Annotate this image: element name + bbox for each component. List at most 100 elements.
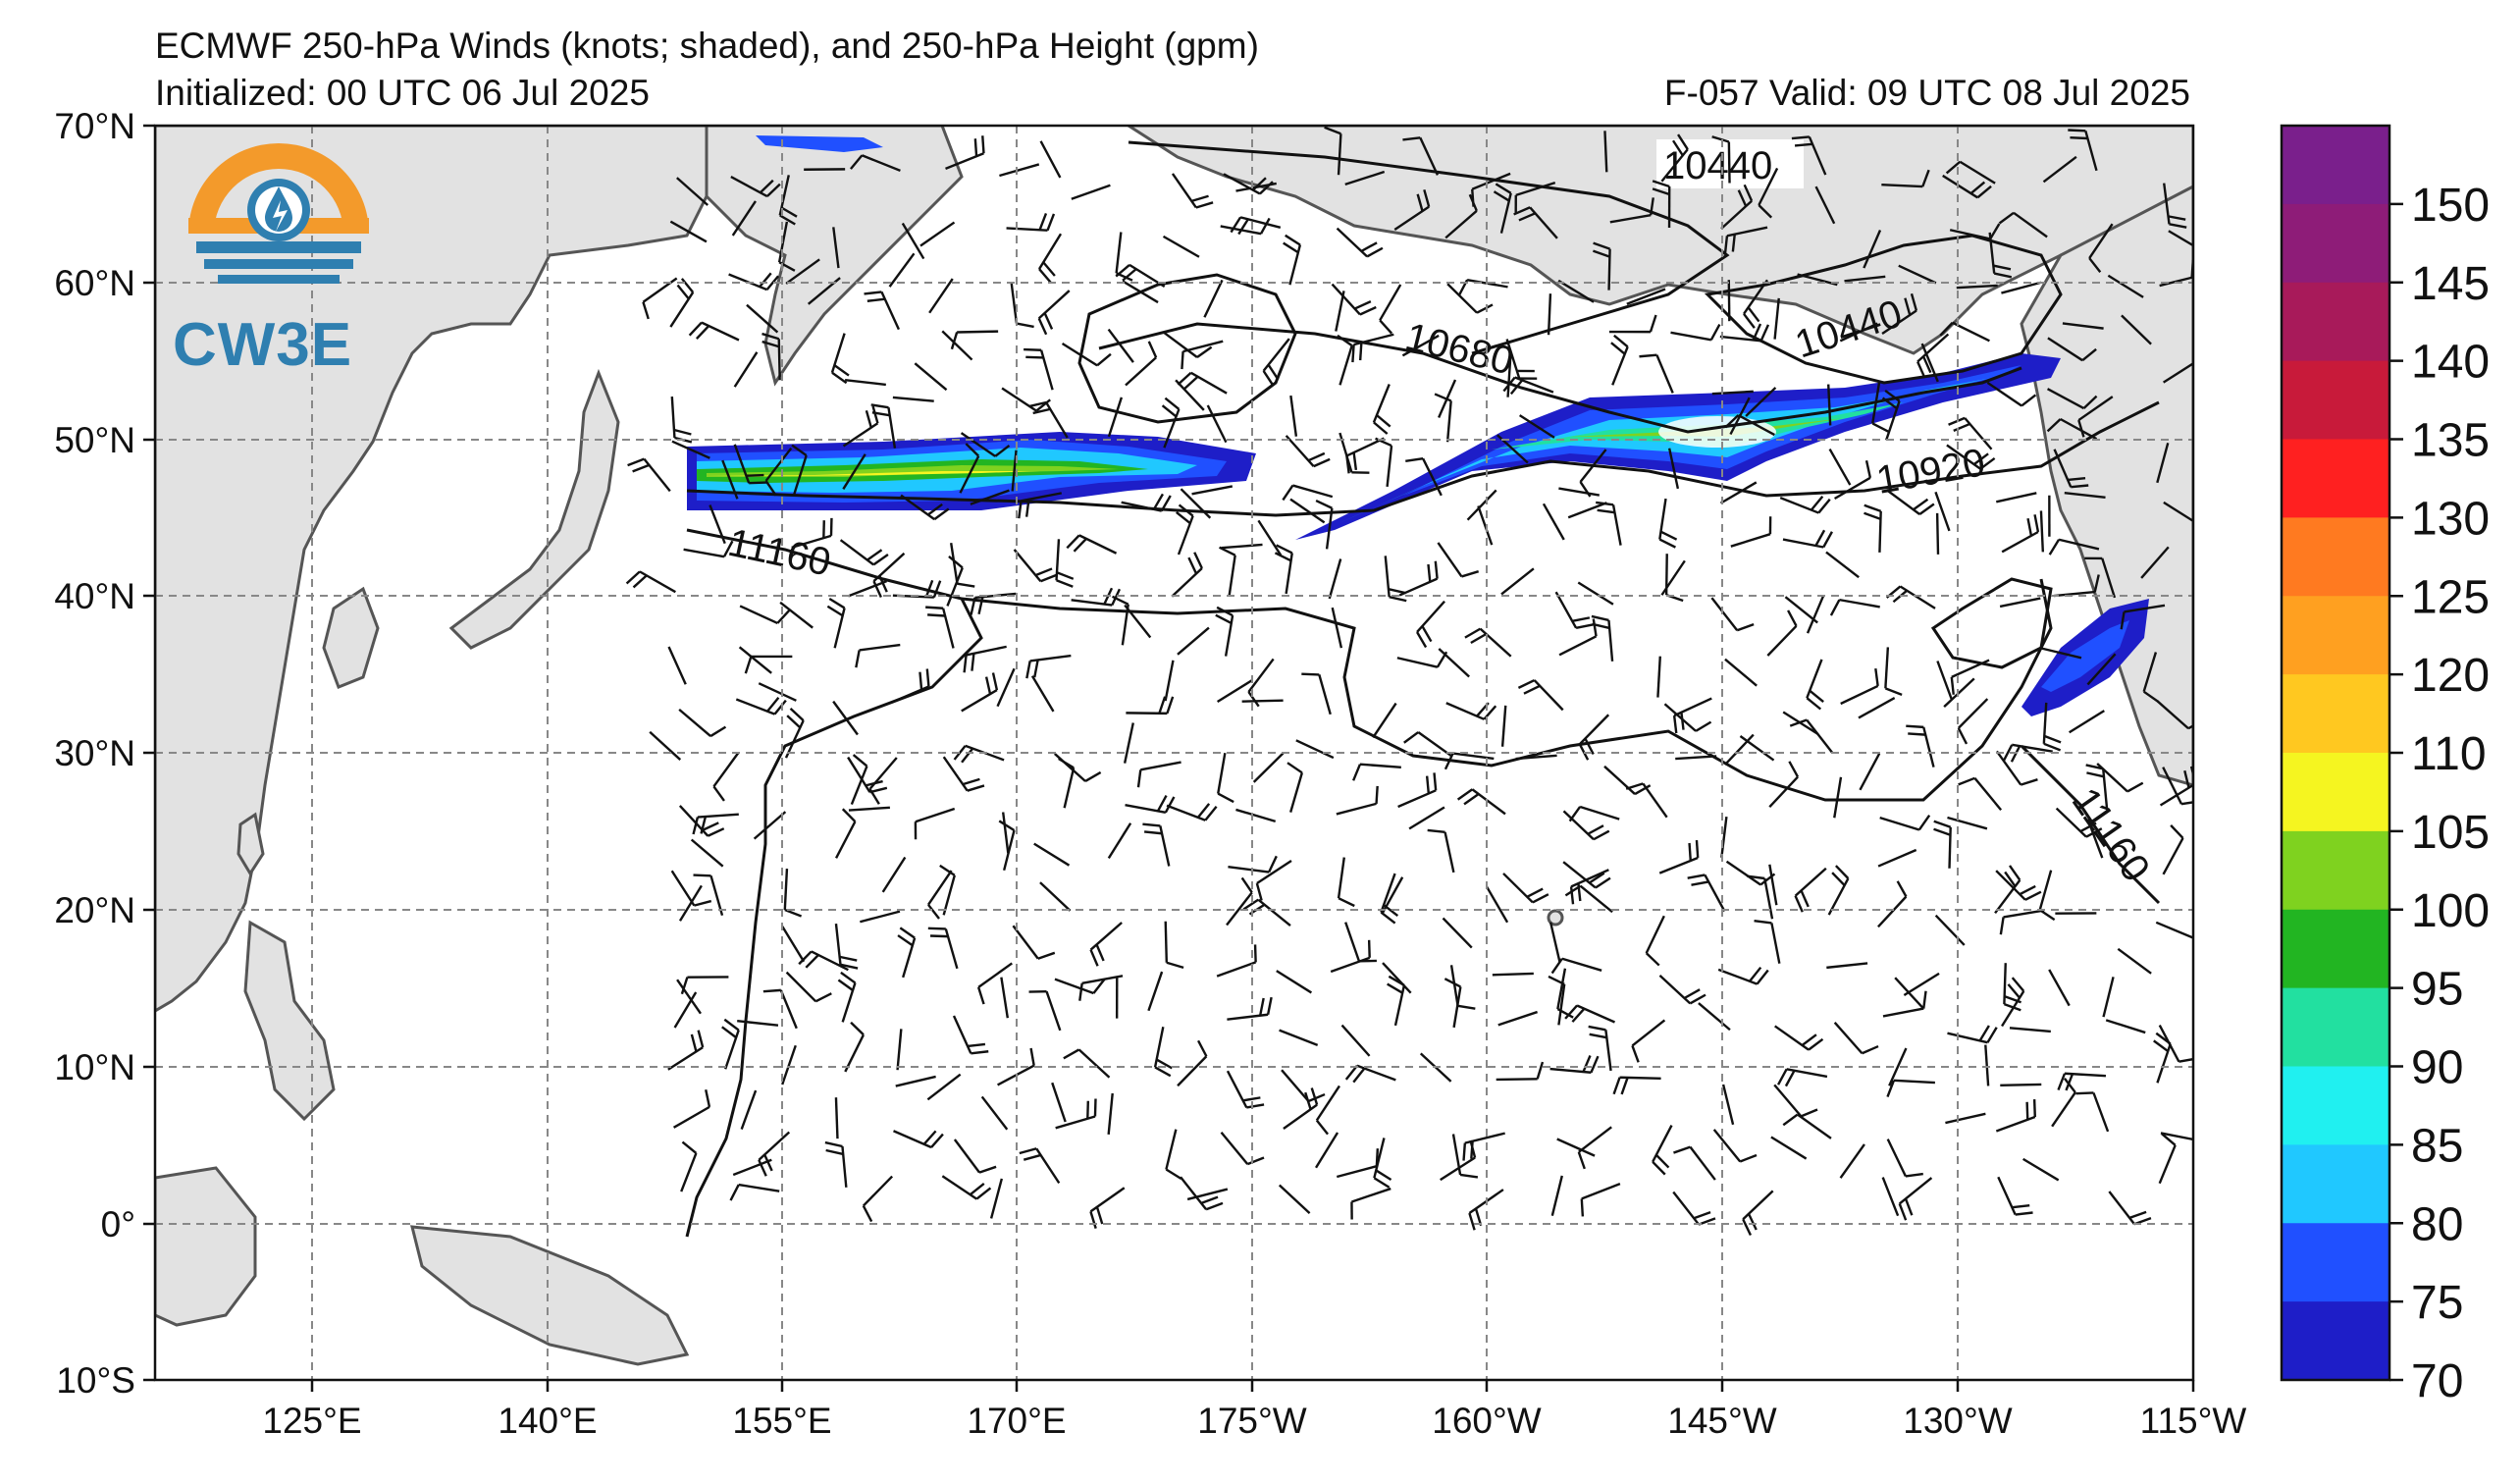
colorbar-label: 80 — [2411, 1198, 2463, 1250]
wind-barb — [1444, 209, 1478, 239]
wind-barb — [1956, 284, 1998, 290]
wind-barb — [1558, 487, 1601, 497]
wind-barb — [861, 154, 901, 172]
wind-barb-flag — [978, 1165, 997, 1174]
wind-barb — [1500, 567, 1535, 596]
wind-barb — [712, 752, 740, 788]
wind-barb-flag — [2033, 514, 2040, 533]
wind-barb — [1165, 1129, 1178, 1170]
wind-barb — [2086, 653, 2117, 686]
wind-barb-flag — [1723, 236, 1729, 254]
wind-barb-flag — [2168, 215, 2186, 221]
wind-barb-flag — [1358, 343, 1363, 361]
lat-label: 50°N — [54, 420, 135, 460]
wind-barb — [1675, 755, 1717, 761]
wind-barb-flag — [1645, 952, 1660, 967]
wind-barb-flag — [1695, 839, 1700, 859]
colorbar-label: 130 — [2411, 493, 2490, 545]
colorbar-label: 85 — [2411, 1120, 2463, 1172]
colorbar-label: 145 — [2411, 258, 2490, 310]
wind-barb — [1557, 983, 1566, 1026]
wind-barb — [683, 548, 725, 558]
korea — [322, 586, 380, 689]
wind-barb — [1446, 283, 1478, 314]
wind-barb — [1607, 248, 1611, 291]
wind-barb-flag — [1908, 732, 1926, 736]
wind-barb — [1784, 596, 1818, 624]
wind-barb-flag — [1596, 501, 1614, 506]
wind-barb — [1081, 975, 1124, 985]
wind-barb — [2101, 557, 2117, 599]
wind-barb — [1839, 322, 1878, 343]
wind-barb-flag — [814, 992, 832, 1003]
wind-barb — [949, 542, 959, 584]
wind-barb — [1986, 381, 2022, 407]
wind-barb — [731, 200, 757, 237]
contour-10440-b — [1704, 234, 2063, 385]
wind-barb — [781, 926, 806, 963]
wind-barb-flag — [1972, 452, 1989, 466]
colorbar-label: 150 — [2411, 180, 2490, 232]
wind-barb-flag — [872, 554, 889, 566]
wind-barb — [1550, 1175, 1563, 1216]
wind-barb-flag — [784, 908, 803, 918]
wind-barb-flag — [761, 332, 780, 341]
wind-barb-flag — [1028, 400, 1047, 408]
wind-barb-flag — [1939, 321, 1954, 337]
wind-barb — [1351, 1187, 1391, 1203]
wind-barb-flag — [761, 340, 780, 348]
wind-barb-flag — [1683, 988, 1701, 1000]
wind-barb — [1626, 288, 1666, 305]
wind-barb-flag — [1463, 793, 1480, 806]
wind-barb — [1325, 507, 1334, 550]
wind-barb-flag — [1024, 347, 1042, 351]
wind-barb-flag — [1652, 1160, 1666, 1176]
wind-barb-flag — [1933, 827, 1951, 836]
wind-barb — [785, 971, 817, 1003]
wind-barb-flag — [1286, 762, 1303, 774]
colorbar-segment — [2282, 282, 2389, 362]
wind-barb-flag — [2009, 865, 2021, 881]
wind-barb-flag — [828, 597, 846, 609]
wind-barb — [1770, 1136, 1808, 1160]
wind-barb-flag — [1593, 249, 1610, 258]
wind-barb — [1444, 831, 1455, 874]
wind-barb — [732, 1158, 772, 1177]
wind-barb-flag — [1672, 715, 1678, 734]
map-title: ECMWF 250-hPa Winds (knots; shaded), and… — [155, 26, 1259, 66]
wind-barbs — [625, 126, 2193, 1237]
wind-barb — [989, 1178, 1004, 1219]
wind-barb-flag — [1550, 958, 1563, 975]
wind-barb-flag — [1078, 982, 1083, 1001]
wind-barb — [1221, 543, 1263, 550]
wind-barb-flag — [1743, 313, 1756, 329]
lon-label: 140°E — [498, 1401, 597, 1441]
wind-barb-flag — [1680, 712, 1685, 730]
wind-barb — [2042, 155, 2077, 184]
wind-barb — [1689, 1145, 1716, 1181]
wind-barb-flag — [1388, 975, 1405, 986]
wind-barb-flag — [1464, 627, 1482, 639]
wind-barb-flag — [2065, 1073, 2074, 1091]
wind-barb — [1995, 750, 2022, 786]
wind-barb-flag — [965, 443, 980, 457]
lon-label: 155°E — [732, 1401, 831, 1441]
wind-barb — [2168, 230, 2193, 247]
wind-barb-flag — [1921, 169, 1930, 187]
wind-barb-flag — [1829, 599, 1841, 616]
wind-barb-flag — [852, 754, 868, 768]
wind-barb — [1948, 826, 1952, 869]
wind-barb — [2040, 647, 2082, 660]
philippines — [243, 920, 336, 1122]
wind-barb — [2088, 223, 2114, 259]
wind-barb — [2060, 417, 2098, 441]
wind-barb-flag — [625, 570, 641, 585]
wind-barb — [783, 869, 789, 911]
wind-barb-flag — [1197, 1039, 1208, 1057]
wind-barb-flag — [1375, 785, 1379, 804]
wind-barb — [2038, 870, 2053, 911]
wind-barb-flag — [2020, 778, 2038, 786]
wind-barb-flag — [1242, 1096, 1261, 1102]
wind-barb — [1182, 340, 1224, 353]
wind-barb-flag — [866, 549, 883, 561]
